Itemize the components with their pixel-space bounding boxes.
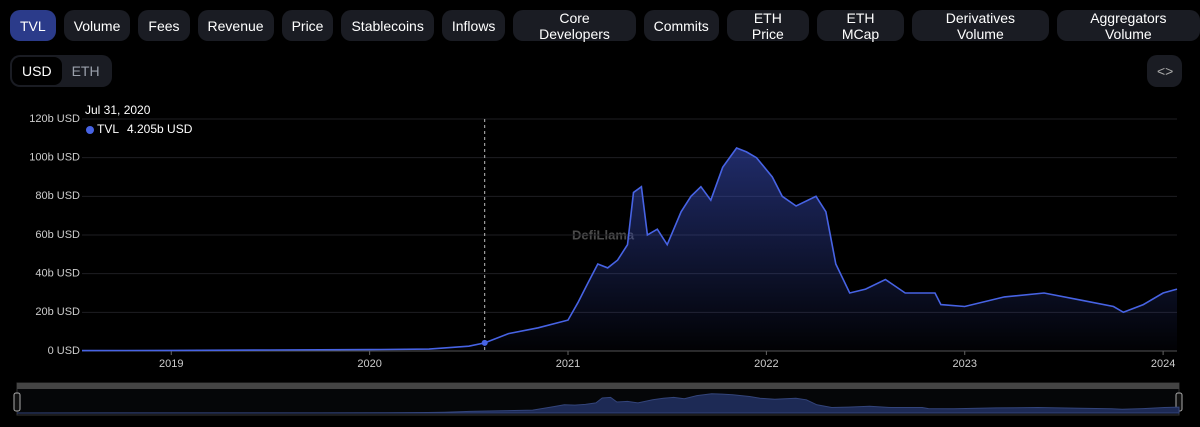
toggle-option[interactable]: ETH <box>62 57 110 85</box>
y-tick-label: 80b USD <box>35 190 80 202</box>
y-tick-label: 0 USD <box>48 345 80 357</box>
tab[interactable]: Commits <box>643 10 719 41</box>
tooltip-date: Jul 31, 2020 <box>85 103 151 117</box>
x-tick-label: 2024 <box>1151 358 1175 370</box>
y-tick-label: 100b USD <box>29 152 80 164</box>
tab[interactable]: ETH MCap <box>816 10 905 42</box>
x-tick-label: 2023 <box>953 358 977 370</box>
y-tick-label: 20b USD <box>35 306 80 318</box>
y-tick-label: 40b USD <box>35 268 80 280</box>
tab[interactable]: Volume <box>63 10 131 41</box>
tab[interactable]: Aggregators Volume <box>1056 10 1200 42</box>
tab[interactable]: Fees <box>138 10 190 41</box>
area-fill <box>82 148 1177 351</box>
brush-handle-bar[interactable] <box>17 383 1179 389</box>
x-tick-label: 2020 <box>357 358 381 370</box>
tab[interactable]: Stablecoins <box>341 10 434 41</box>
brush-left-handle[interactable] <box>13 392 21 412</box>
legend-label: TVL <box>97 122 119 136</box>
tooltip-value: 4.205b USD <box>127 122 193 136</box>
tab[interactable]: TVL <box>10 10 56 41</box>
x-tick-label: 2022 <box>754 358 778 370</box>
tab[interactable]: Revenue <box>197 10 274 41</box>
tab[interactable]: Price <box>281 10 334 41</box>
tooltip-point <box>481 339 488 346</box>
tab[interactable]: Derivatives Volume <box>912 10 1049 42</box>
currency-toggle: USD ETH <box>10 55 112 87</box>
line <box>81 147 1178 352</box>
x-tick-label: 2019 <box>159 358 183 370</box>
tab-bar: TVL Volume Fees Revenue Price Stablecoins Infl… <box>10 10 1200 42</box>
legend-swatch <box>86 126 94 134</box>
brush-overview <box>16 393 1180 414</box>
y-tick-label: 60b USD <box>35 229 80 241</box>
embed-button[interactable]: <> <box>1147 55 1182 87</box>
tab[interactable]: Core Developers <box>513 10 636 42</box>
toggle-option[interactable]: USD <box>12 57 62 85</box>
x-tick-label: 2021 <box>556 358 580 370</box>
tab[interactable]: ETH Price <box>726 10 809 42</box>
tab[interactable]: Inflows <box>441 10 506 41</box>
y-tick-label: 120b USD <box>29 113 80 125</box>
